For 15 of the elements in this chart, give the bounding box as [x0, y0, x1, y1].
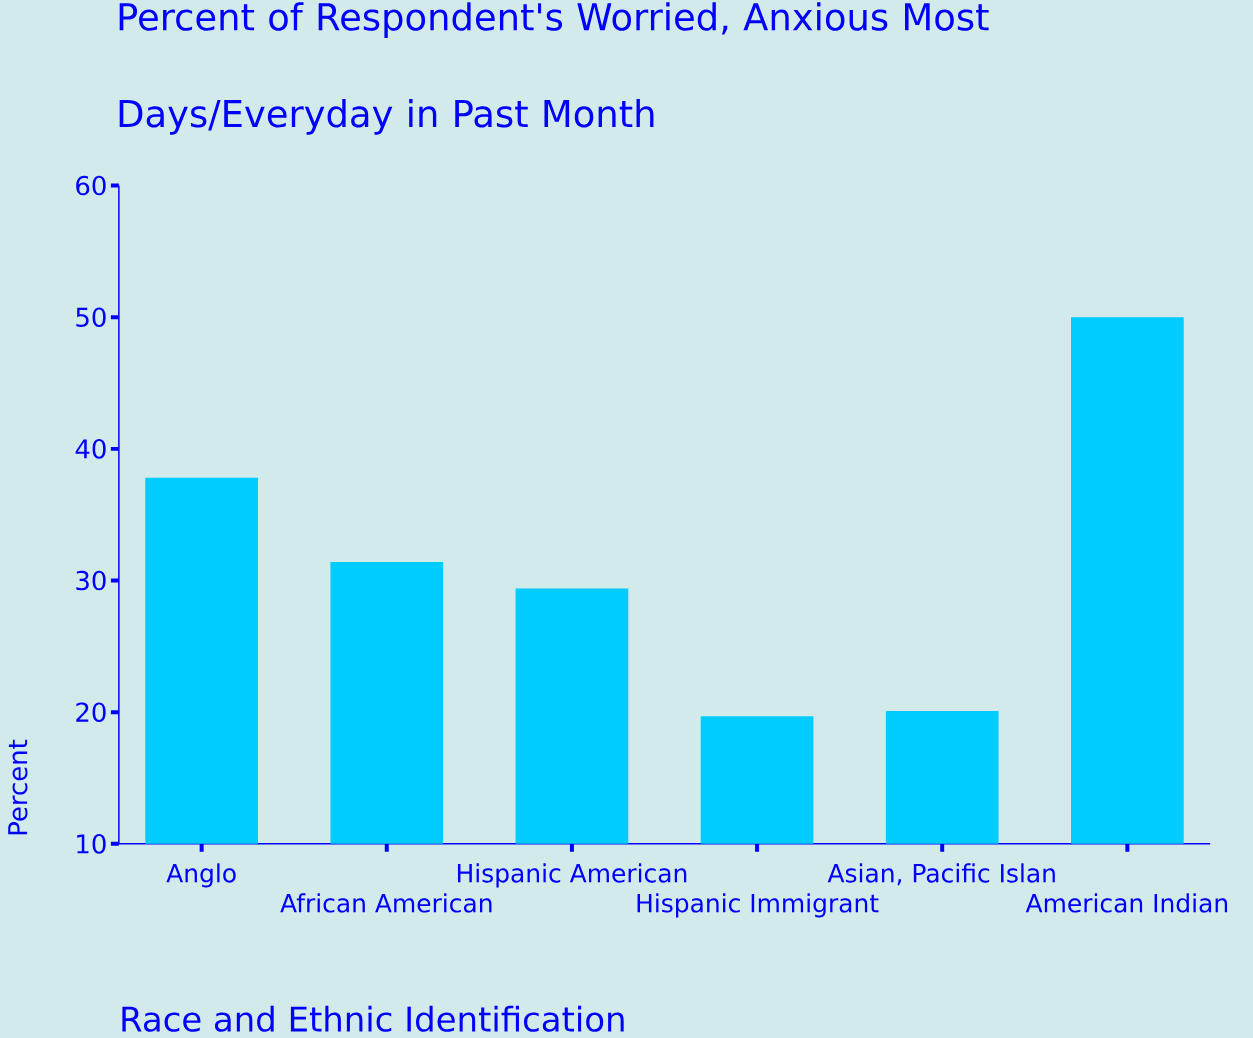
y-tick-label: 10: [77, 833, 106, 854]
y-tick-label: 40: [75, 438, 106, 459]
x-tick-label: Asian, Pacific Islan: [827, 863, 1055, 886]
x-axis-title: Race and Ethnic Identification: [122, 1005, 624, 1032]
chart-title: Percent of Respondent's Worried, Anxious Most Days/Everyday in Past Month: [119, 2, 989, 135]
x-tick-label: Anglo: [166, 863, 236, 888]
y-tick-label: 20: [76, 702, 106, 722]
y-tick-label: 50: [76, 307, 106, 327]
x-tick-label: Hispanic Immigrant: [637, 893, 879, 918]
y-tick-label: 30: [76, 570, 106, 591]
x-tick-label: Hispanic American: [457, 863, 687, 888]
y-axis-title: Percent: [8, 739, 28, 835]
x-tick-label: African American: [280, 893, 492, 913]
y-tick-label: 60: [76, 175, 106, 196]
x-tick-label: American Indian: [1025, 893, 1228, 913]
